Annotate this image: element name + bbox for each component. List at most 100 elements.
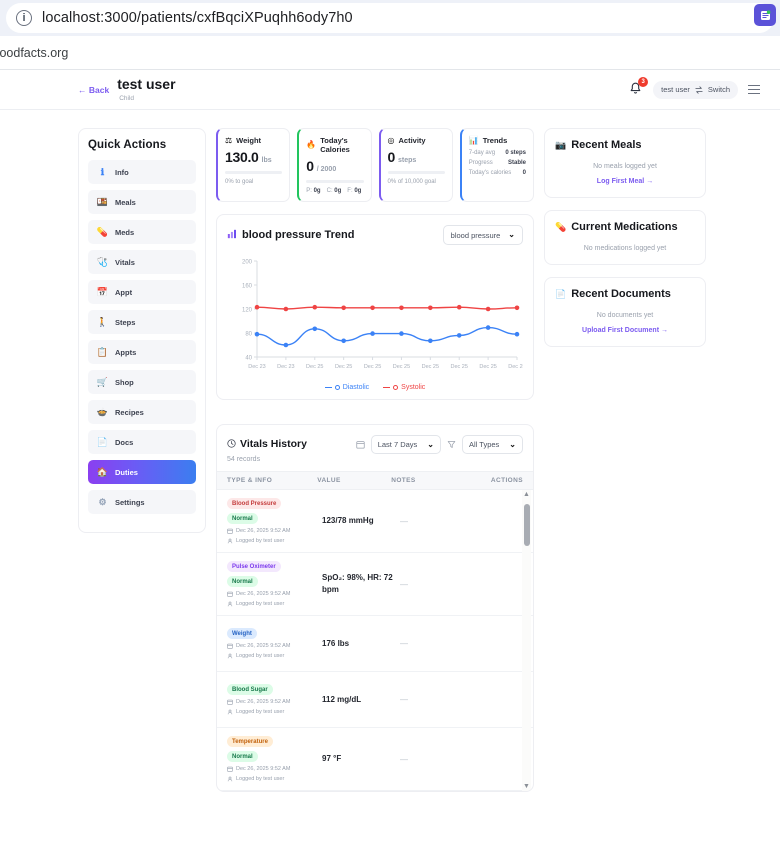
- page-body: Quick Actions ℹ Info 🍱 Meals 💊 Meds 🩺 Vitals 📅 Ap…: [0, 110, 780, 792]
- steps-icon: 🚶: [96, 316, 109, 327]
- vitals-icon: 🩺: [96, 256, 109, 267]
- date-range-select[interactable]: Last 7 Days ⌄: [370, 435, 441, 454]
- funnel-icon[interactable]: [447, 436, 456, 454]
- quick-action-duties[interactable]: 🏠 Duties: [88, 460, 196, 484]
- user-icon: [227, 538, 233, 544]
- vitals-history-header: Vitals History 54 records Last 7 Days ⌄: [217, 425, 533, 471]
- stat-title: Today's Calories: [320, 136, 350, 154]
- side-card-action-link[interactable]: Upload First Document →: [582, 327, 668, 334]
- side-card-recent-meals: 📷 Recent Meals No meals logged yet Log Firs…: [544, 128, 706, 198]
- quick-action-recipes[interactable]: 🍲 Recipes: [88, 400, 196, 424]
- user-switch-pill[interactable]: test user Switch: [653, 80, 738, 99]
- scrollbar-thumb[interactable]: [523, 504, 530, 546]
- side-card-current-medications: 💊 Current Medications No medications logge…: [544, 210, 706, 265]
- vital-logged-by: Logged by test user: [227, 653, 322, 659]
- table-row[interactable]: Blood Sugar Dec 26, 2025 9:52 AM Logged by…: [217, 672, 533, 728]
- quick-action-docs[interactable]: 📄 Docs: [88, 430, 196, 454]
- progress-bar: [387, 171, 445, 174]
- weight-scale-icon: ⚖: [225, 135, 233, 145]
- metric-select[interactable]: blood pressure ⌄: [442, 225, 523, 245]
- table-row[interactable]: Temperature Normal Dec 26, 2025 9:52 AM Log…: [217, 728, 533, 791]
- hamburger-menu-icon[interactable]: [748, 85, 760, 94]
- macro-item: P: 0g: [306, 188, 320, 194]
- column-header-type: TYPE & INFO: [227, 477, 273, 484]
- vital-type-badge: Weight: [227, 628, 257, 639]
- bell-icon: [630, 82, 641, 94]
- user-icon: [227, 776, 233, 782]
- quick-action-appts[interactable]: 📋 Appts: [88, 340, 196, 364]
- bar-chart-icon: 📊: [468, 135, 479, 145]
- side-card-action-link[interactable]: Log First Meal →: [596, 178, 654, 185]
- stat-title: Activity: [398, 136, 426, 145]
- table-row[interactable]: Blood Pressure Normal Dec 26, 2025 9:52 AM…: [217, 490, 533, 553]
- vitals-history-card: Vitals History 54 records Last 7 Days ⌄: [216, 424, 534, 792]
- vital-logged-by: Logged by test user: [227, 601, 322, 607]
- status-badge: Normal: [227, 513, 258, 524]
- type-filter-value: All Types: [469, 440, 500, 449]
- flame-icon: 🔥: [306, 140, 317, 149]
- table-row[interactable]: Weight Dec 26, 2025 9:52 AM Logged by test…: [217, 616, 533, 672]
- progress-bar: [306, 180, 364, 183]
- extension-icon[interactable]: [754, 4, 776, 26]
- vital-value: SpO₂: 98%, HR: 72 bpm: [322, 573, 393, 594]
- scroll-up-arrow[interactable]: ▲: [523, 491, 530, 498]
- quick-actions-panel: Quick Actions ℹ Info 🍱 Meals 💊 Meds 🩺 Vitals 📅 Ap…: [78, 128, 206, 533]
- vital-logged-by: Logged by test user: [227, 709, 322, 715]
- info-circle-icon[interactable]: i: [16, 10, 32, 26]
- stat-header: 📊 Trends: [469, 136, 526, 145]
- legend-dot-icon: [393, 385, 399, 390]
- type-filter-select[interactable]: All Types ⌄: [462, 435, 523, 454]
- vital-type-badge: Pulse Oximeter: [227, 561, 281, 572]
- calendar-icon: [227, 643, 233, 649]
- quick-action-shop[interactable]: 🛒 Shop: [88, 370, 196, 394]
- metric-select-value: blood pressure: [450, 230, 501, 240]
- quick-action-info[interactable]: ℹ Info: [88, 160, 196, 184]
- macro-key: C:: [326, 188, 333, 194]
- vital-type-badge: Blood Sugar: [227, 684, 273, 695]
- switch-arrows-icon: [695, 85, 703, 94]
- document-icon: 📄: [96, 436, 109, 447]
- pill-icon: 💊: [555, 221, 567, 232]
- vitals-scrollbar[interactable]: ▲ ▼: [522, 490, 531, 791]
- vital-type-cell: Blood Sugar Dec 26, 2025 9:52 AM Logged by…: [227, 684, 322, 715]
- back-button[interactable]: ← Back: [78, 84, 110, 95]
- quick-action-label: Info: [115, 167, 129, 177]
- scroll-down-arrow[interactable]: ▼: [523, 783, 530, 790]
- vital-author: Logged by test user: [236, 601, 285, 607]
- calendar-icon: [227, 766, 233, 772]
- stat-card-weight: ⚖ Weight 130.0 lbs 0% to goal: [216, 128, 291, 202]
- quick-action-settings[interactable]: ⚙ Settings: [88, 490, 196, 514]
- status-badge: Normal: [227, 751, 258, 762]
- side-card-title: Recent Meals: [571, 139, 642, 151]
- stat-card-activity: ◎ Activity 0 steps 0% of 10,000 goal: [378, 128, 453, 202]
- switch-button-label[interactable]: Switch: [707, 85, 730, 94]
- tab-foodfacts[interactable]: foodfacts.org: [0, 45, 69, 60]
- macro-key: F:: [347, 188, 353, 194]
- stat-title: Weight: [236, 136, 262, 145]
- side-column: 📷 Recent Meals No meals logged yet Log Firs…: [544, 128, 706, 792]
- table-row[interactable]: Pulse Oximeter Normal Dec 26, 2025 9:52 AM…: [217, 553, 533, 616]
- address-bar[interactable]: i localhost:3000/patients/cxfBqciXPuqhh6…: [6, 3, 774, 33]
- notifications-button[interactable]: 3: [629, 76, 649, 98]
- macro-value: 0g: [334, 188, 342, 194]
- macro-item: C: 0g: [327, 188, 342, 194]
- side-card-header: 📷 Recent Meals: [555, 139, 695, 151]
- bar-chart-icon: [227, 226, 237, 244]
- quick-action-meds[interactable]: 💊 Meds: [88, 220, 196, 244]
- date-range-value: Last 7 Days: [377, 440, 418, 449]
- svg-text:120: 120: [242, 308, 253, 314]
- stat-unit: lbs: [261, 157, 272, 164]
- quick-action-vitals[interactable]: 🩺 Vitals: [88, 250, 196, 274]
- vital-type-badge: Temperature: [227, 736, 273, 747]
- legend-item-systolic: Systolic: [383, 384, 425, 391]
- progress-bar: [225, 171, 283, 174]
- pill-icon: 💊: [96, 226, 109, 237]
- macro-value: 0g: [354, 188, 362, 194]
- quick-action-appt[interactable]: 📅 Appt: [88, 280, 196, 304]
- vital-author: Logged by test user: [236, 653, 285, 659]
- legend-dot-icon: [334, 385, 340, 390]
- user-icon: [227, 601, 233, 607]
- quick-action-meals[interactable]: 🍱 Meals: [88, 190, 196, 214]
- quick-action-steps[interactable]: 🚶 Steps: [88, 310, 196, 334]
- vital-notes: —: [400, 695, 408, 704]
